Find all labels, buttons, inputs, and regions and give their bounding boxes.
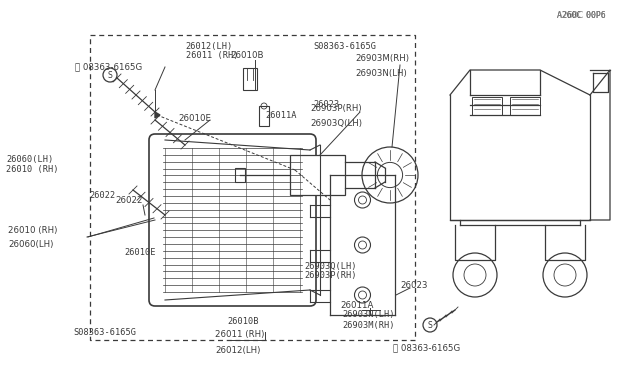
Text: 26010 (RH): 26010 (RH) [6,165,59,174]
Text: 26010B: 26010B [227,317,259,326]
Text: 26903P(RH): 26903P(RH) [304,271,356,280]
Text: 26060(LH): 26060(LH) [8,241,53,250]
Text: 26060(LH): 26060(LH) [6,155,54,164]
Bar [472,97,502,115]
Bar [290,155,345,195]
Text: 26011A: 26011A [266,111,297,120]
Text: 26010E: 26010E [178,113,211,122]
Polygon shape [155,112,160,118]
Text: 26011 (RH): 26011 (RH) [215,330,264,340]
Text: 26012(LH): 26012(LH) [186,42,233,51]
Text: 26022: 26022 [115,196,143,205]
Text: 26010 (RH): 26010 (RH) [8,225,58,234]
Text: S: S [428,321,433,330]
Text: 26903P(RH): 26903P(RH) [310,103,362,112]
Text: 26012(LH): 26012(LH) [215,346,260,355]
Text: 26903N(LH): 26903N(LH) [355,68,407,77]
Polygon shape [165,215,170,221]
Text: A260C 00P6: A260C 00P6 [557,11,605,20]
Bar [235,168,245,182]
Text: 26023: 26023 [314,100,340,109]
Text: S08363-6165G: S08363-6165G [74,328,136,337]
Polygon shape [185,145,190,151]
Text: A260C 00P6: A260C 00P6 [557,11,605,20]
Text: 26010E: 26010E [125,248,156,257]
Text: 26903M(RH): 26903M(RH) [355,54,409,62]
Text: 26010B: 26010B [230,51,264,60]
Bar [259,106,269,126]
Text: 26903M(RH): 26903M(RH) [342,321,395,330]
Text: S: S [108,71,113,80]
Bar [243,68,257,90]
Text: Ⓢ 08363-6165G: Ⓢ 08363-6165G [393,343,460,353]
Text: 26022: 26022 [90,191,116,200]
Text: Ⓢ 08363-6165G: Ⓢ 08363-6165G [75,62,142,71]
Text: 26903Q(LH): 26903Q(LH) [304,262,356,270]
Text: 26011 (RH): 26011 (RH) [186,51,238,60]
Text: 26903N(LH): 26903N(LH) [342,310,395,319]
Text: 26023: 26023 [400,280,428,289]
Text: 26903Q(LH): 26903Q(LH) [310,119,362,128]
Bar [510,97,540,115]
FancyBboxPatch shape [149,134,316,306]
Text: S08363-6165G: S08363-6165G [314,42,376,51]
Polygon shape [375,162,385,188]
Text: 26011A: 26011A [340,301,373,310]
